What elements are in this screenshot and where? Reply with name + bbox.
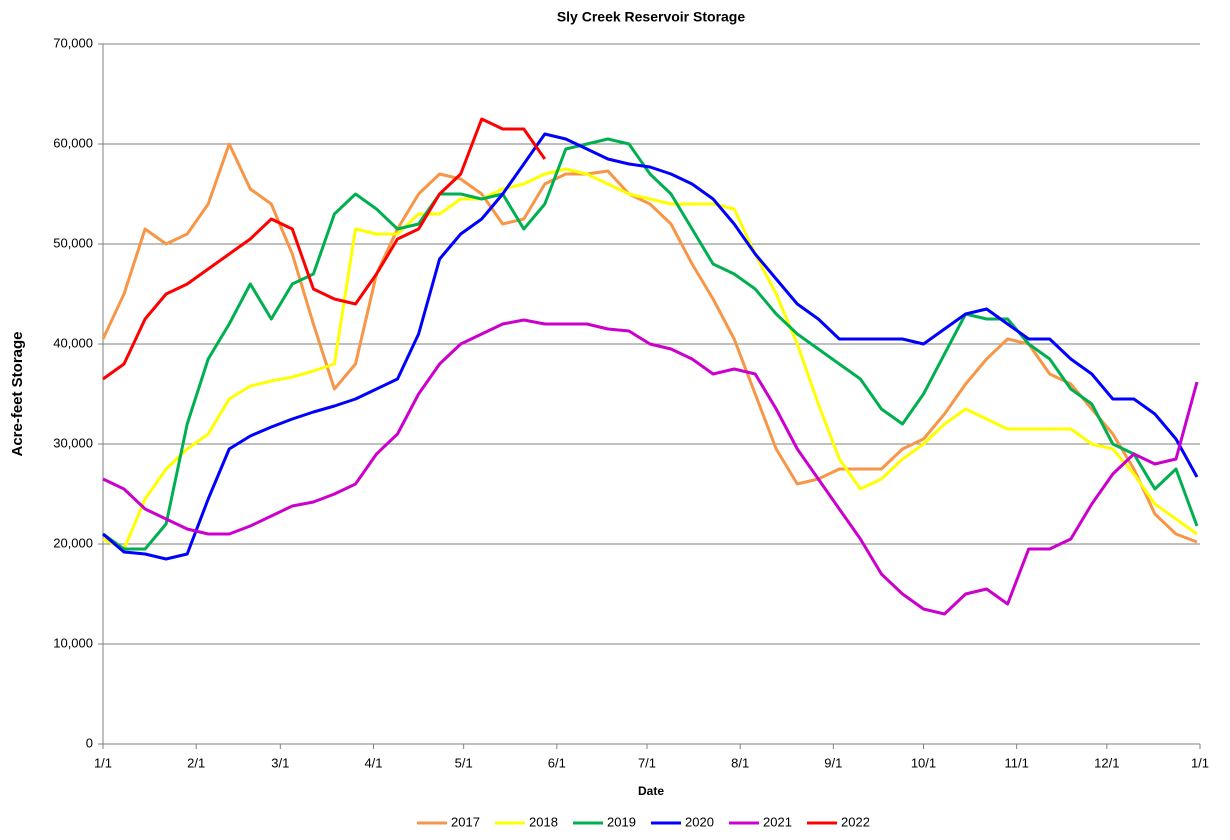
chart-title: Sly Creek Reservoir Storage <box>557 9 746 25</box>
series-line <box>102 167 1198 551</box>
x-tick-label: 12/1 <box>1094 755 1119 770</box>
x-tick-label: 11/1 <box>1004 755 1028 770</box>
y-tick-label: 20,000 <box>53 535 93 550</box>
series-line <box>102 117 547 381</box>
x-tick-label: 3/1 <box>271 755 289 770</box>
x-tick-label: 9/1 <box>824 755 842 770</box>
x-tick-label: 5/1 <box>455 755 473 770</box>
y-tick-label: 70,000 <box>53 35 93 50</box>
y-tick-label: 10,000 <box>53 635 93 650</box>
y-tick-label: 0 <box>86 735 93 750</box>
x-tick-label: 1/1 <box>94 755 112 770</box>
y-axis-label: Acre-feet Storage <box>9 331 26 456</box>
legend-label: 2021 <box>763 814 792 829</box>
legend-label: 2017 <box>451 814 480 829</box>
y-tick-label: 40,000 <box>53 335 93 350</box>
y-tick-label: 50,000 <box>53 235 93 250</box>
x-tick-label: 6/1 <box>548 755 566 770</box>
x-tick-label: 1/1 <box>1191 755 1209 770</box>
x-axis-label: Date <box>638 784 664 798</box>
series-line <box>101 142 1198 544</box>
x-tick-label: 4/1 <box>364 755 382 770</box>
legend-label: 2019 <box>607 814 636 829</box>
series-line <box>102 318 1199 616</box>
x-tick-label: 7/1 <box>638 755 656 770</box>
x-tick-label: 2/1 <box>187 755 205 770</box>
y-tick-label: 60,000 <box>53 135 93 150</box>
legend-label: 2020 <box>685 814 714 829</box>
legend-label: 2018 <box>529 814 558 829</box>
series-line <box>102 132 1199 561</box>
y-tick-label: 30,000 <box>53 435 93 450</box>
legend-label: 2022 <box>841 814 870 829</box>
x-tick-label: 8/1 <box>731 755 749 770</box>
x-tick-label: 10/1 <box>911 755 936 770</box>
